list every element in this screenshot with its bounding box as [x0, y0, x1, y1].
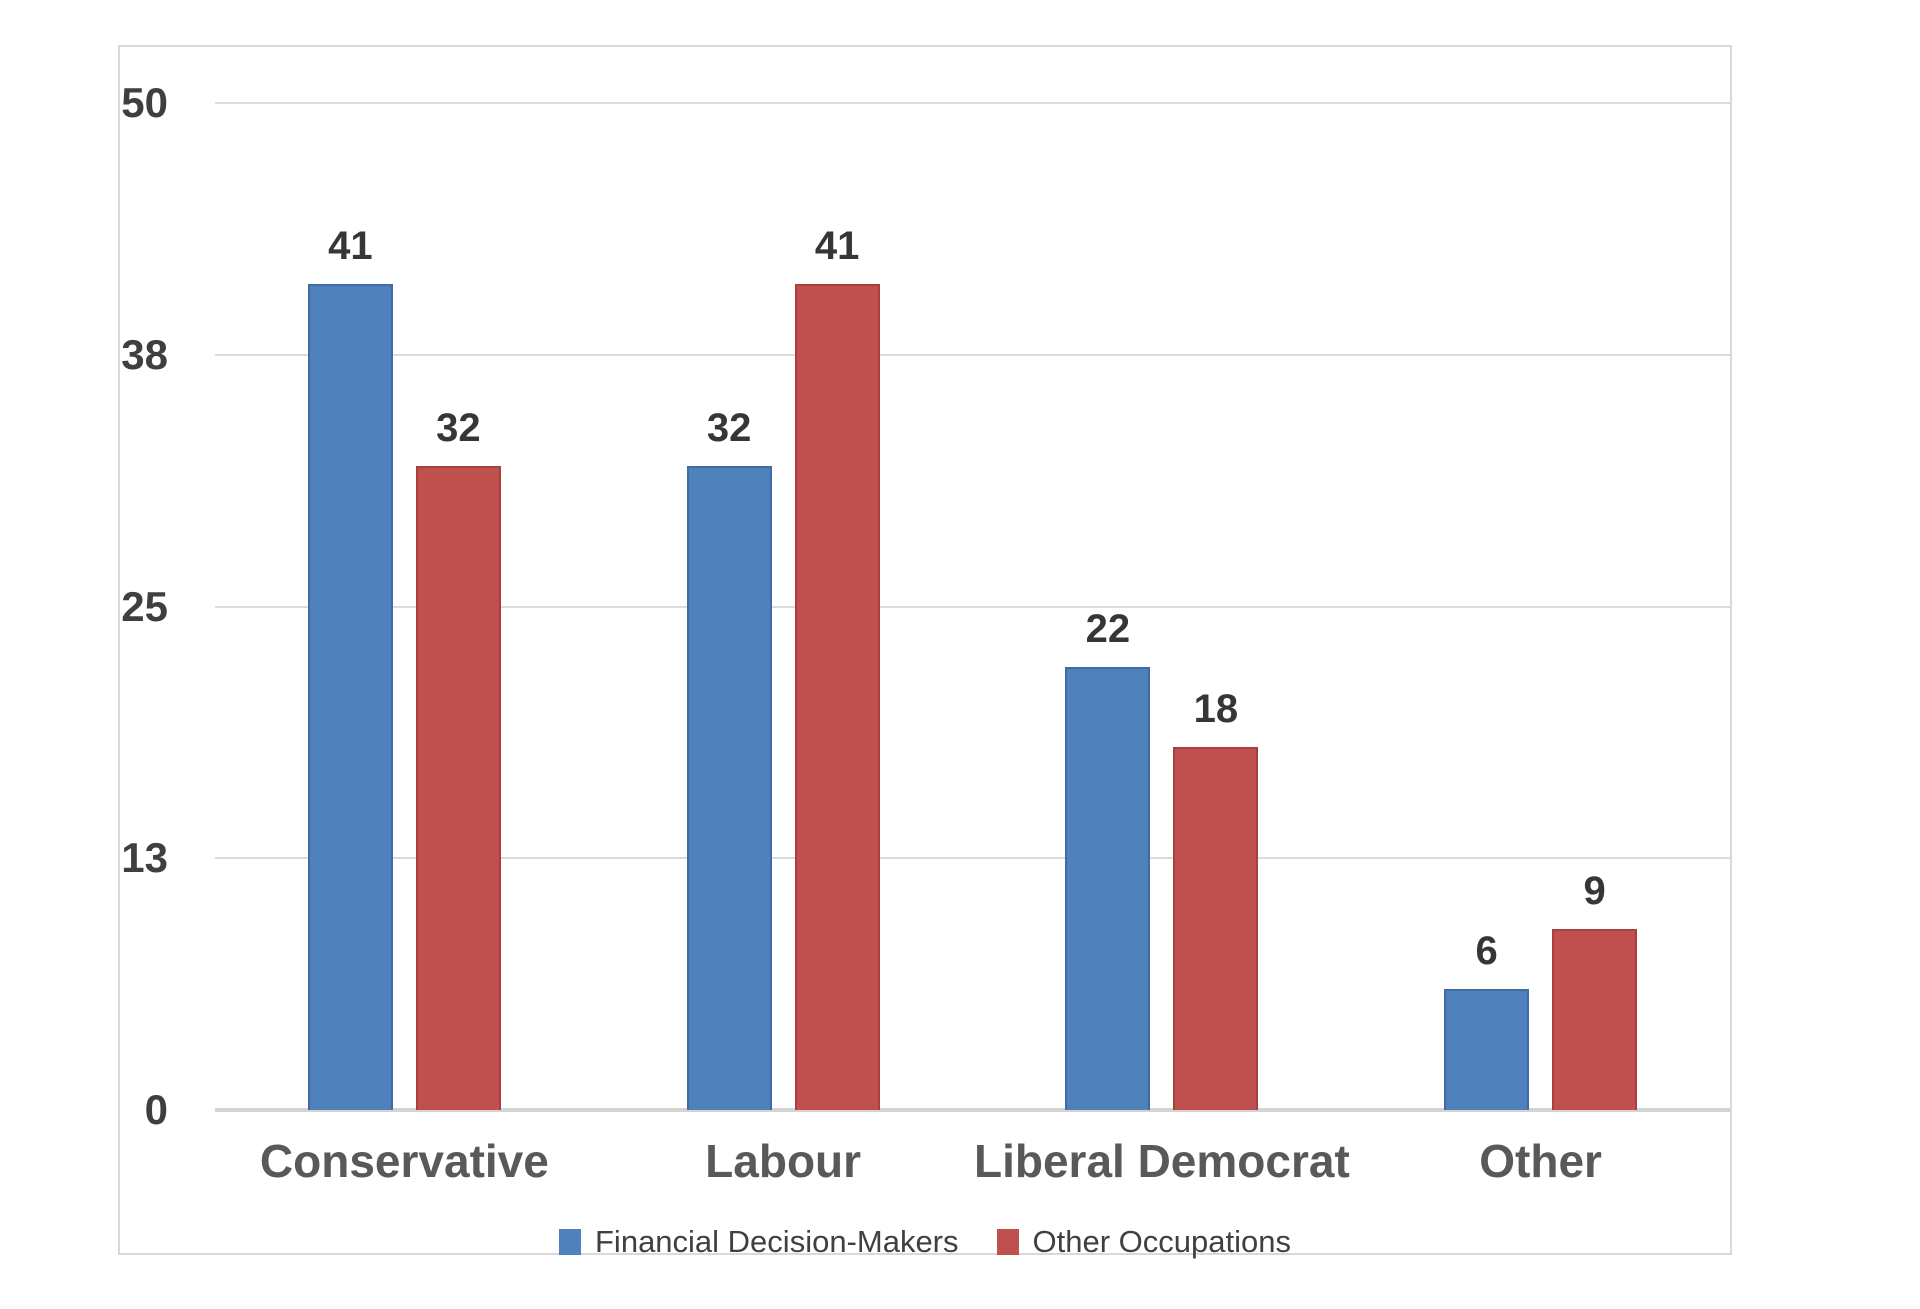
x-axis-line	[215, 1108, 1730, 1112]
bar-other-occupations-liberal-democrat	[1173, 747, 1259, 1110]
legend-swatch-red	[996, 1229, 1019, 1255]
y-axis-tick-label-13: 13	[121, 834, 168, 882]
y-axis-tick-label-25: 25	[121, 582, 168, 630]
bar-financial-decision-makers-conservative	[307, 284, 393, 1110]
y-axis-tick-label-38: 38	[121, 330, 168, 378]
x-axis-label-other: Other	[1479, 1135, 1602, 1187]
gridline-50	[215, 102, 1730, 104]
legend: Financial Decision-Makers Other Occupati…	[120, 1219, 1730, 1265]
gridline-13	[215, 857, 1730, 860]
value-label-other-occupations-liberal-democrat: 18	[1193, 687, 1239, 732]
legend-label-other-occupations: Other Occupations	[1032, 1224, 1291, 1259]
x-axis-label-liberal-democrat: Liberal Democrat	[973, 1135, 1350, 1187]
y-axis-tick-label-50: 50	[121, 79, 168, 126]
x-axis-label-conservative: Conservative	[259, 1135, 549, 1187]
legend-label-financial-decision-makers: Financial Decision-Makers	[595, 1224, 959, 1259]
gridline-25	[215, 605, 1730, 608]
value-label-financial-decision-makers-other: 6	[1475, 929, 1498, 974]
x-axis-label-labour: Labour	[705, 1135, 862, 1187]
gridline-38	[215, 353, 1730, 356]
legend-item-other-occupations: Other Occupations	[996, 1224, 1291, 1260]
value-label-other-occupations-conservative: 32	[436, 405, 481, 450]
bar-other-occupations-labour	[794, 284, 880, 1110]
value-label-financial-decision-makers-liberal-democrat: 22	[1085, 606, 1131, 651]
y-axis-tick-label-0: 0	[144, 1086, 168, 1133]
value-label-financial-decision-makers-conservative: 41	[328, 224, 373, 269]
bar-other-occupations-conservative	[415, 465, 501, 1110]
legend-swatch-blue	[559, 1229, 581, 1255]
value-label-other-occupations-other: 9	[1583, 868, 1606, 913]
value-label-other-occupations-labour: 41	[814, 224, 860, 269]
legend-item-financial-decision-makers: Financial Decision-Makers	[559, 1224, 959, 1260]
bar-other-occupations-other	[1552, 928, 1638, 1110]
bar-financial-decision-makers-other	[1444, 989, 1530, 1110]
value-label-financial-decision-makers-labour: 32	[706, 405, 752, 450]
bar-financial-decision-makers-labour	[686, 465, 772, 1110]
chart-frame: 50 38 25 13 0 Conservative 41 32 Labour 32 41 Liber…	[118, 45, 1732, 1259]
bar-financial-decision-makers-liberal-democrat	[1065, 666, 1151, 1110]
